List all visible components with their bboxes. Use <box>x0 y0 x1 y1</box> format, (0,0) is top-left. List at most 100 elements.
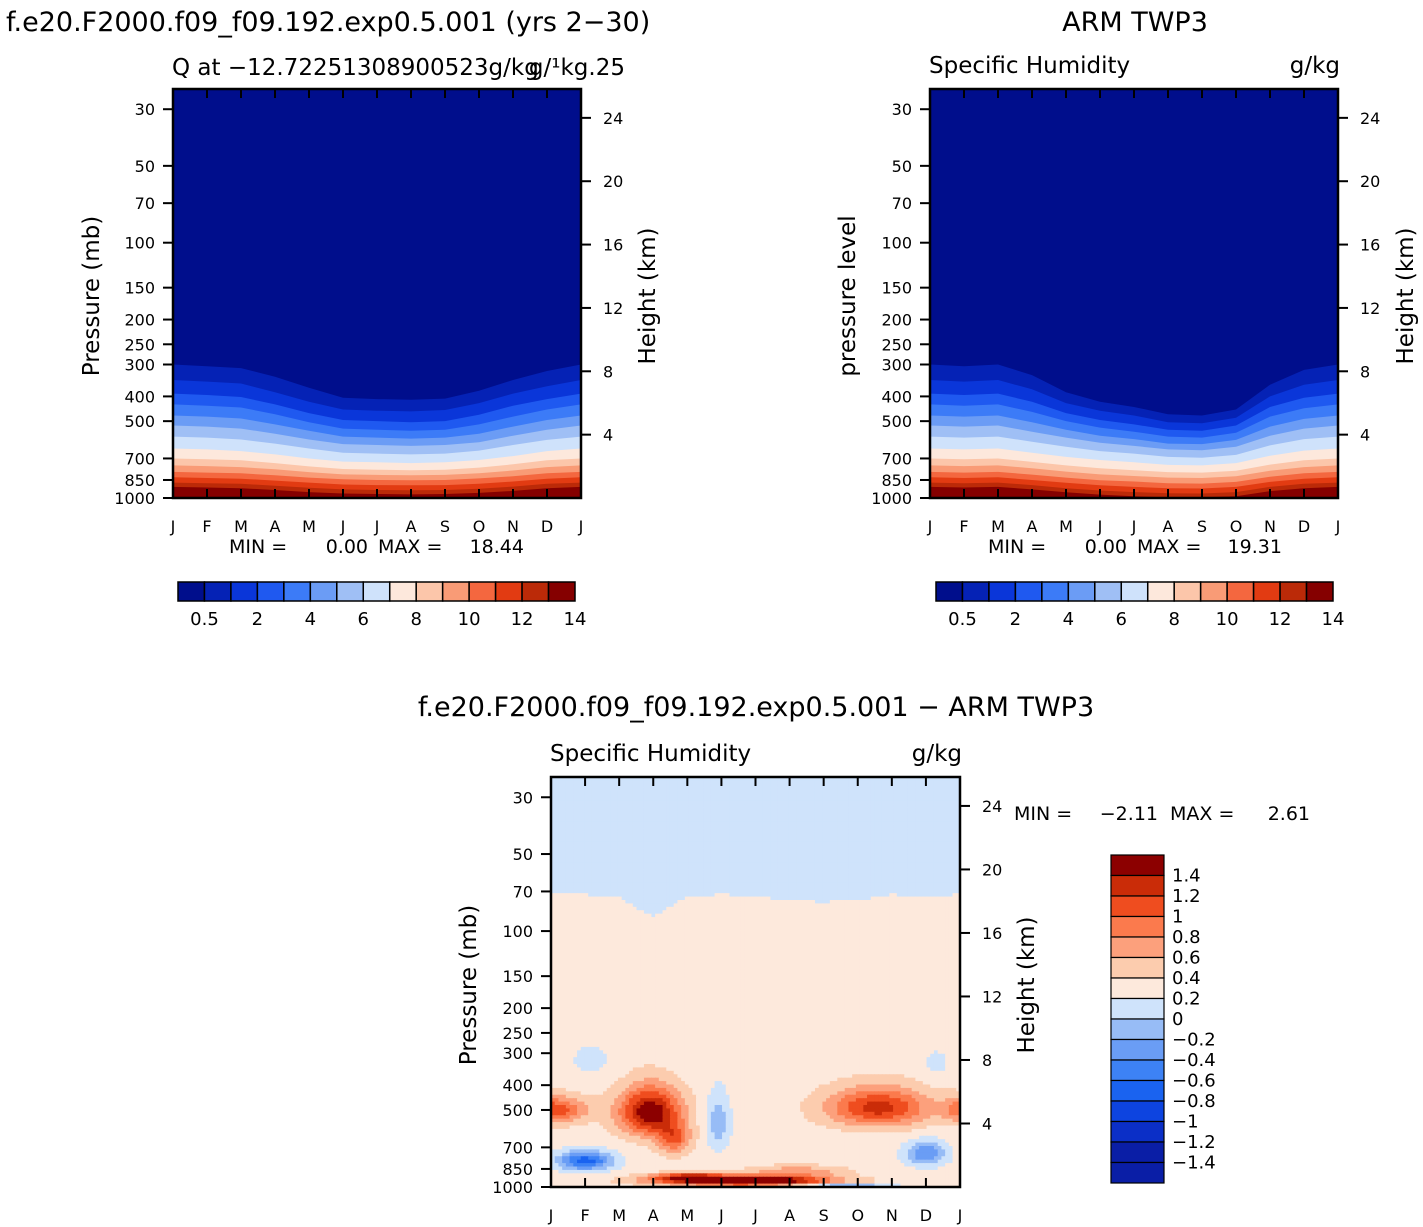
contour-cell <box>591 903 597 908</box>
contour-cell <box>837 848 842 853</box>
contour-cell <box>577 821 582 826</box>
contour-cell <box>725 889 731 894</box>
contour-cell <box>718 818 723 823</box>
contour-cell <box>922 790 928 795</box>
contour-cell <box>647 865 652 870</box>
contour-cell <box>699 900 705 905</box>
contour-cell <box>952 900 957 905</box>
contour-cell <box>781 780 786 785</box>
contour-cell <box>669 852 675 857</box>
contour-cell <box>666 906 671 911</box>
contour-cell <box>822 831 827 836</box>
contour-cell <box>870 896 876 901</box>
contour-cell <box>774 896 779 901</box>
contour-cell <box>669 787 675 792</box>
contour-cell <box>941 831 946 836</box>
contour-cell <box>870 865 876 870</box>
contour-cell <box>904 862 909 867</box>
contour-cell <box>748 787 753 792</box>
contour-cell <box>655 848 660 853</box>
contour-cell <box>655 811 660 816</box>
colorbar-label: 10 <box>458 609 481 630</box>
contour-cell <box>911 872 916 877</box>
contour-cell <box>841 865 846 870</box>
contour-cell <box>926 824 931 829</box>
contour-cell <box>688 865 693 870</box>
contour-cell <box>740 882 745 887</box>
colorbar-swatch <box>1120 581 1149 602</box>
contour-cell <box>785 824 790 829</box>
contour-cell <box>818 838 824 843</box>
contour-cell <box>814 886 820 891</box>
contour-cell <box>904 852 909 857</box>
contour-cell <box>878 818 883 823</box>
contour-cell <box>729 804 734 809</box>
contour-cell <box>655 800 660 805</box>
contour-cell <box>610 831 615 836</box>
contour-cell <box>952 876 957 881</box>
contour-cell <box>800 862 805 867</box>
contour-cell <box>930 828 935 833</box>
contour-cell <box>625 876 630 881</box>
contour-cell <box>710 841 716 846</box>
contour-cell <box>770 910 775 915</box>
contour-cell <box>658 910 664 915</box>
contour-cell <box>558 845 563 850</box>
colorbar-swatch <box>1279 581 1308 602</box>
contour-cell <box>725 821 731 826</box>
contour-cell <box>770 859 775 864</box>
contour-cell <box>948 828 954 833</box>
contour-cell <box>930 835 935 840</box>
contour-cell <box>770 794 775 799</box>
contour-cell <box>669 859 675 864</box>
contour-cell <box>811 783 816 788</box>
contour-cell <box>629 828 634 833</box>
contour-cell <box>874 787 879 792</box>
contour-cell <box>807 852 812 857</box>
contour-cell <box>788 913 794 918</box>
contour-cell <box>956 800 961 805</box>
contour-cell <box>878 777 883 782</box>
contour-cell <box>874 889 879 894</box>
contour-cell <box>878 906 883 911</box>
contour-cell <box>945 838 950 843</box>
contour-cell <box>863 893 868 898</box>
contour-cell <box>736 859 742 864</box>
colorbar-label: 0.5 <box>190 609 219 630</box>
contour-cell <box>896 910 902 915</box>
contour-cell <box>948 893 954 898</box>
contour-cell <box>551 913 556 918</box>
contour-cell <box>662 831 667 836</box>
contour-cell <box>811 838 816 843</box>
contour-cell <box>666 824 671 829</box>
contour-cell <box>904 913 909 918</box>
contour-cell <box>867 835 872 840</box>
contour-cell <box>591 783 597 788</box>
contour-cell <box>844 777 850 782</box>
contour-cell <box>617 879 623 884</box>
contour-cell <box>666 818 671 823</box>
contour-cell <box>651 818 656 823</box>
contour-cell <box>655 869 660 874</box>
contour-cell <box>915 804 920 809</box>
contour-cell <box>577 797 582 802</box>
contour-cell <box>617 811 623 816</box>
contour-cell <box>841 838 846 843</box>
contour-cell <box>878 869 883 874</box>
contour-cell <box>848 845 853 850</box>
contour-cell <box>893 800 898 805</box>
contour-cell <box>569 783 574 788</box>
contour-cell <box>800 790 805 795</box>
contour-cell <box>911 835 916 840</box>
contour-cell <box>636 777 641 782</box>
contour-cell <box>554 886 560 891</box>
contour-cell <box>800 879 805 884</box>
contour-cell <box>714 859 719 864</box>
contour-cell <box>744 886 749 891</box>
contour-cell <box>937 903 943 908</box>
contour-cell <box>662 780 667 785</box>
contour-cell <box>614 848 619 853</box>
contour-cell <box>792 811 797 816</box>
contour-cell <box>573 811 578 816</box>
contour-cell <box>870 882 876 887</box>
